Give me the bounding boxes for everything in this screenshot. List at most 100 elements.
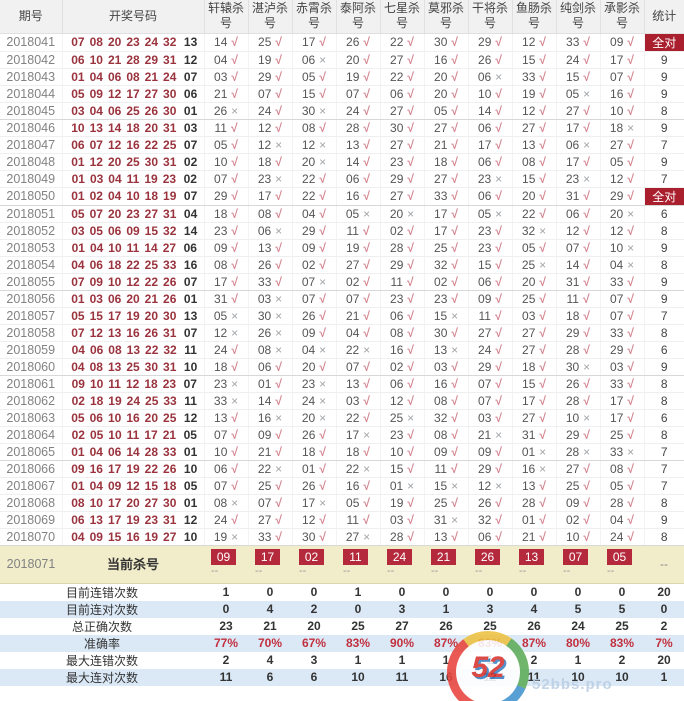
kill-number: 06 — [478, 189, 492, 203]
red-ball-number: 04 — [71, 257, 85, 272]
kill-number: 23 — [477, 171, 492, 186]
kill-number-cell: 13 × — [423, 341, 468, 359]
red-ball-number: 06 — [89, 410, 103, 425]
blue-ball-number: 06 — [183, 86, 198, 101]
kill-number: 21 — [346, 308, 360, 323]
check-icon: √ — [583, 52, 590, 67]
kill-number: 29 — [214, 189, 228, 203]
check-icon: √ — [363, 274, 370, 289]
kill-number-cell: 25 √ — [511, 290, 556, 308]
check-icon: √ — [627, 342, 634, 357]
red-ball-number: 21 — [107, 52, 122, 67]
check-icon: √ — [231, 35, 238, 49]
kill-number: 18 — [302, 444, 316, 459]
check-icon: √ — [495, 291, 502, 306]
check-icon: √ — [451, 171, 458, 186]
kill-number: 20 — [522, 189, 536, 203]
kill-number: 16 — [610, 86, 624, 101]
check-icon: √ — [627, 35, 634, 49]
cross-icon: × — [451, 342, 459, 357]
red-ball-number: 18 — [144, 376, 158, 391]
kill-number: 33 — [213, 393, 228, 408]
kill-number: 16 — [346, 478, 360, 493]
kill-number-cell: 17 √ — [203, 273, 248, 291]
summary-value: 2 — [222, 653, 230, 667]
cross-icon: × — [319, 376, 327, 391]
kill-number: 20 — [346, 52, 360, 67]
kill-number: 06 — [566, 206, 580, 221]
summary-value: 25 — [483, 619, 497, 633]
red-ball-number: 25 — [126, 359, 140, 374]
summary-value: 25 — [615, 619, 629, 633]
kill-number: 07 — [346, 359, 360, 374]
check-icon: √ — [627, 427, 634, 442]
summary-label: 目前连错次数 — [65, 585, 138, 600]
check-icon: √ — [539, 86, 546, 101]
summary-value: 5 — [600, 600, 644, 618]
kill-number: 09 — [478, 291, 492, 306]
kill-number: 33 — [610, 325, 624, 340]
kill-number: 09 — [610, 35, 624, 49]
check-icon: √ — [363, 308, 370, 323]
cross-icon: × — [231, 325, 239, 340]
kill-number-cell: 15 √ — [511, 170, 556, 188]
red-ball-number: 03 — [71, 223, 85, 238]
kill-number-cell: 08 √ — [423, 426, 468, 444]
kill-number: 27 — [390, 103, 404, 118]
kill-number: 21 — [522, 529, 536, 544]
kill-number-cell: 24 √ — [467, 341, 512, 359]
kill-number-cell: 27 √ — [511, 119, 556, 137]
kill-number-cell: 29 √ — [467, 33, 512, 52]
kill-number: 18 — [346, 444, 360, 459]
red-ball-number: 30 — [163, 308, 177, 323]
kill-number-cell: 06 × — [291, 51, 336, 69]
kill-number: 02 — [566, 512, 580, 527]
red-ball-number: 17 — [144, 427, 158, 442]
winning-numbers-cell: 06 07 12 16 22 25 07 — [61, 136, 204, 154]
kill-number: 33 — [609, 444, 624, 459]
current-kill-badge: 17 — [255, 548, 280, 565]
red-ball-number: 06 — [71, 512, 85, 527]
red-ball-number: 01 — [71, 171, 85, 186]
winning-numbers-cell: 09 10 11 12 18 23 07 — [61, 375, 204, 393]
kill-number-cell: 16 √ — [379, 341, 424, 359]
kill-number-cell: 05 √ — [511, 239, 556, 257]
kill-number-cell: 16 √ — [423, 375, 468, 393]
kill-number: 11 — [214, 120, 227, 135]
kill-number-cell: 12 × — [291, 136, 336, 154]
red-ball-number: 17 — [107, 512, 122, 527]
kill-number: 07 — [478, 376, 492, 391]
current-kill-badge: 02 — [299, 548, 324, 565]
kill-number-cell: 06 √ — [555, 205, 600, 223]
kill-number: 17 — [301, 495, 316, 510]
summary-stat: 20 — [657, 585, 671, 599]
kill-number-cell: 07 √ — [291, 290, 336, 308]
kill-number-cell: 22 × — [247, 460, 292, 478]
kill-number: 05 — [345, 206, 360, 221]
table-row: 2018061 09 10 11 12 18 23 07 23 × 01 √ 23 × 13 √ 06 √ 16 √ 0… — [0, 375, 684, 393]
cross-icon: × — [231, 393, 239, 408]
kill-number-cell: 12 √ — [555, 222, 600, 240]
period-cell: 2018054 — [0, 256, 62, 274]
kill-number-cell: 05 × — [203, 307, 248, 325]
kill-number: 02 — [302, 257, 316, 272]
summary-label: 最大连对次数 — [0, 668, 204, 686]
kill-number: 07 — [566, 240, 580, 255]
check-icon: √ — [627, 359, 634, 374]
red-ball-number: 22 — [126, 257, 140, 272]
kill-number: 33 — [610, 274, 624, 289]
kill-number: 31 — [433, 512, 448, 527]
summary-value: 0 — [310, 585, 318, 599]
kill-number: 19 — [258, 52, 272, 67]
kill-number: 32 — [478, 512, 492, 527]
check-icon: √ — [231, 240, 238, 255]
check-icon: √ — [583, 308, 590, 323]
kill-number-cell: 21 √ — [203, 85, 248, 103]
check-icon: √ — [539, 325, 546, 340]
check-icon: √ — [275, 393, 282, 408]
table-row: 2018052 03 05 06 09 15 32 14 23 √ 06 × 29 √ 11 √ 02 √ 17 √ 2… — [0, 222, 684, 240]
check-icon: √ — [362, 512, 370, 527]
kill-number: 06 — [478, 154, 492, 169]
stat-cell: 9 — [643, 85, 684, 103]
column-header: 纯剑杀号 — [555, 0, 601, 34]
